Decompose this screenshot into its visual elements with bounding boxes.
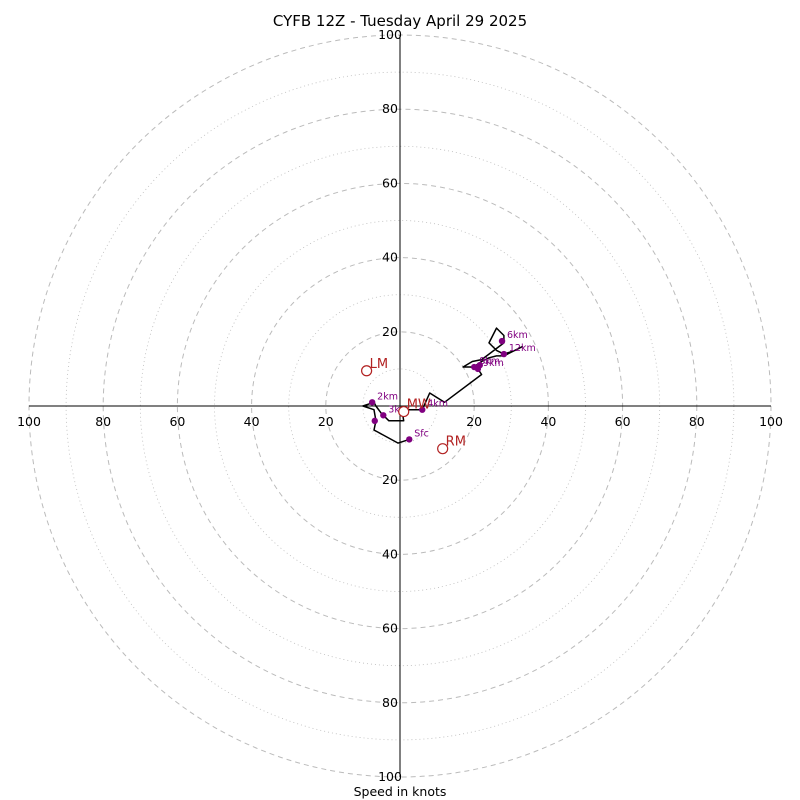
tick-label-top-80: 80 — [382, 101, 398, 116]
motion-marker-lm — [361, 365, 373, 377]
tick-label-left-20: 20 — [318, 414, 334, 429]
height-point-12km — [500, 350, 508, 358]
chart-title: CYFB 12Z - Tuesday April 29 2025 — [273, 12, 527, 30]
tick-label-top-60: 60 — [382, 175, 398, 190]
height-point-label: 2km — [377, 391, 398, 402]
tick-label-top-100: 100 — [378, 27, 402, 42]
hodograph-trace-line — [362, 327, 524, 444]
height-point-label: 6km — [507, 330, 528, 341]
tick-label-left-80: 80 — [95, 414, 111, 429]
motion-label-rm: RM — [446, 435, 466, 450]
tick-label-bottom-60: 60 — [382, 621, 398, 636]
tick-label-right-100: 100 — [759, 414, 783, 429]
motion-marker-rm — [437, 443, 449, 455]
tick-label-left-40: 40 — [244, 414, 260, 429]
height-point-label: 4km — [427, 399, 448, 410]
height-point-2km — [368, 399, 376, 406]
tick-label-bottom-20: 20 — [382, 472, 398, 487]
storm-motion-markers: LM MW RM — [361, 357, 466, 455]
axes — [29, 35, 771, 777]
tick-label-bottom-100: 100 — [378, 769, 402, 784]
tick-label-bottom-80: 80 — [382, 695, 398, 710]
height-point-label: 12km — [509, 343, 536, 354]
height-points: Sfc2km3km4km8km9km12km6km — [368, 330, 536, 443]
height-point-7 — [476, 361, 483, 369]
tick-label-right-80: 80 — [689, 414, 705, 429]
tick-label-top-20: 20 — [382, 324, 398, 339]
motion-label-mw: MW — [407, 398, 431, 413]
height-point-label: 9km — [483, 358, 504, 369]
tick-label-left-100: 100 — [17, 414, 41, 429]
tick-label-top-40: 40 — [382, 250, 398, 265]
height-point-4km — [419, 406, 426, 413]
tick-label-right-40: 40 — [540, 414, 556, 429]
motion-marker-mw — [398, 405, 410, 418]
motion-label-lm: LM — [370, 357, 388, 372]
height-point-3 — [371, 417, 378, 425]
tick-label-bottom-40: 40 — [382, 546, 398, 561]
height-point-Sfc — [406, 436, 413, 443]
wind-trace — [362, 327, 524, 444]
tick-labels: 20 20 20 20 40 40 40 40 60 60 60 60 80 80 80 80 100 100 10… — [17, 27, 783, 784]
height-point-label: Sfc — [414, 428, 429, 439]
height-point-6km — [498, 337, 506, 345]
tick-label-right-60: 60 — [615, 414, 631, 429]
tick-label-right-20: 20 — [466, 414, 482, 429]
tick-label-left-60: 60 — [169, 414, 185, 429]
height-point-label: 8km — [479, 356, 500, 367]
height-point-3km — [380, 412, 387, 419]
x-axis-label: Speed in knots — [354, 784, 447, 799]
